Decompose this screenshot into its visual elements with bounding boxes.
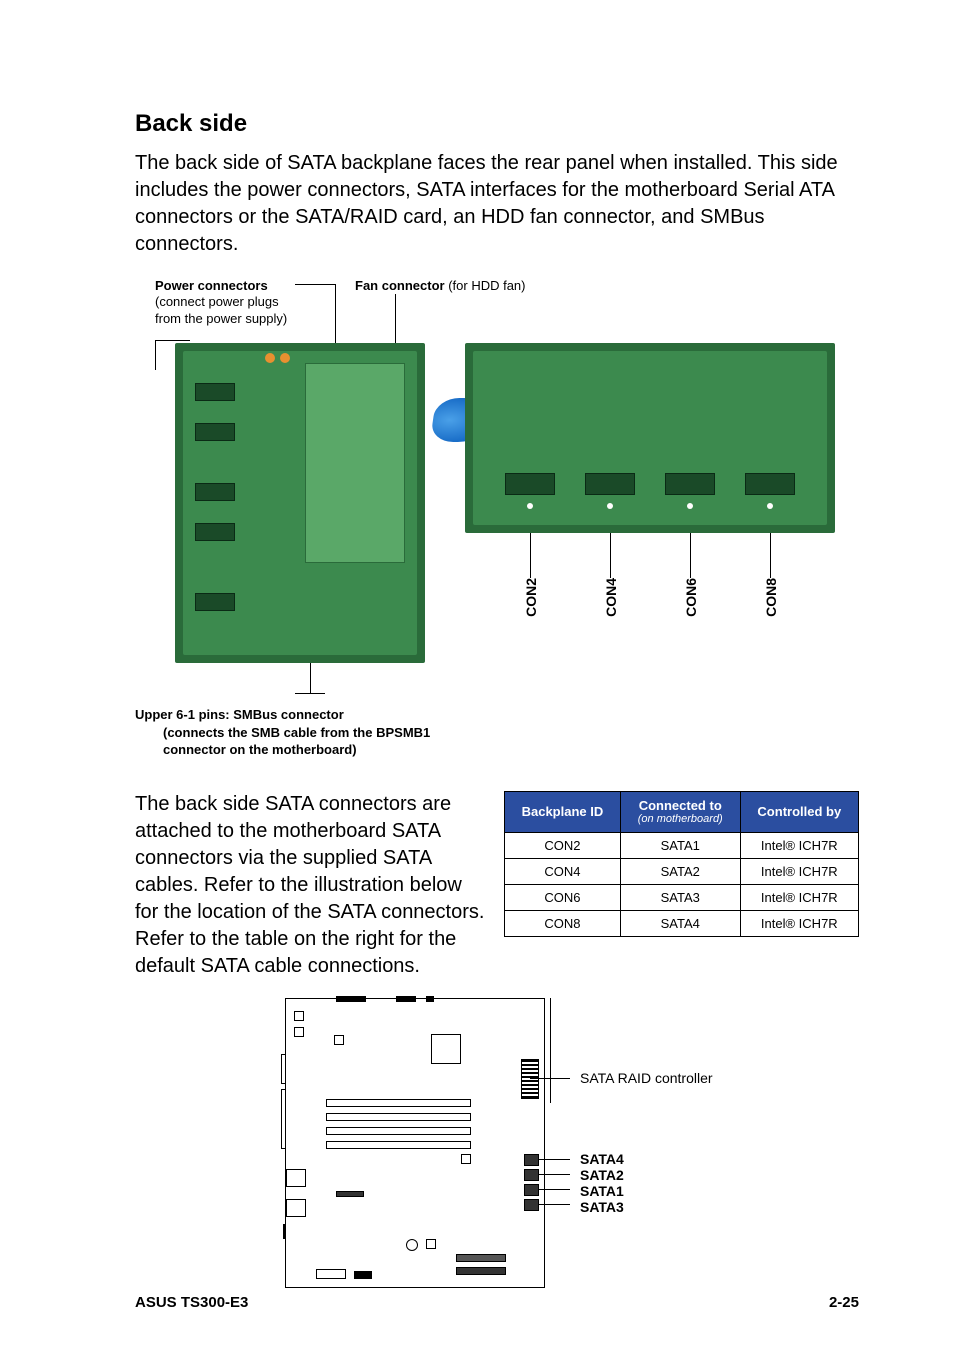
sata2-label: SATA2 <box>580 1167 624 1183</box>
motherboard-diagram: SATA RAID controller SATA4 SATA2 SATA1 S… <box>135 998 855 1298</box>
smbus-caption: Upper 6-1 pins: SMBus connector (connect… <box>135 706 859 759</box>
con4-label: CON4 <box>603 578 619 617</box>
backplane-pcb-left <box>175 343 425 663</box>
fan-connector-label: Fan connector (for HDD fan) <box>355 278 526 294</box>
con8-label: CON8 <box>763 578 779 617</box>
power-connectors-sublabel: (connect power plugs from the power supp… <box>155 294 295 327</box>
footer-page-number: 2-25 <box>829 1294 859 1311</box>
table-header-connected: Connected to (on motherboard) <box>620 791 740 833</box>
fan-connector-sublabel: (for HDD fan) <box>448 278 525 293</box>
sata1-label: SATA1 <box>580 1183 624 1199</box>
smbus-caption-line1: Upper 6-1 pins: SMBus connector <box>135 706 859 724</box>
table-row: CON8SATA4Intel® ICH7R <box>505 911 859 937</box>
sata-connection-table: Backplane ID Connected to (on motherboar… <box>504 791 859 938</box>
backplane-diagram: Power connectors (connect power plugs fr… <box>135 278 855 698</box>
backplane-pcb-right <box>465 343 835 533</box>
sata-raid-label: SATA RAID controller <box>580 1070 713 1086</box>
motherboard-outline <box>285 998 545 1288</box>
con6-label: CON6 <box>683 578 699 617</box>
con2-label: CON2 <box>523 578 539 617</box>
footer-model: ASUS TS300-E3 <box>135 1294 248 1311</box>
sata3-label: SATA3 <box>580 1199 624 1215</box>
page-footer: ASUS TS300-E3 2-25 <box>135 1294 859 1311</box>
table-header-backplane: Backplane ID <box>505 791 621 833</box>
table-row: CON4SATA2Intel® ICH7R <box>505 859 859 885</box>
table-header-controlled: Controlled by <box>740 791 858 833</box>
table-row: CON2SATA1Intel® ICH7R <box>505 833 859 859</box>
sata-paragraph: The back side SATA connectors are attach… <box>135 791 486 980</box>
smbus-caption-line2: (connects the SMB cable from the BPSMB1 <box>163 724 859 742</box>
sata4-label: SATA4 <box>580 1151 624 1167</box>
section-heading: Back side <box>135 110 859 138</box>
table-row: CON6SATA3Intel® ICH7R <box>505 885 859 911</box>
intro-paragraph: The back side of SATA backplane faces th… <box>135 150 859 258</box>
power-connectors-label: Power connectors (connect power plugs fr… <box>155 278 295 327</box>
smbus-caption-line3: connector on the motherboard) <box>163 741 859 759</box>
